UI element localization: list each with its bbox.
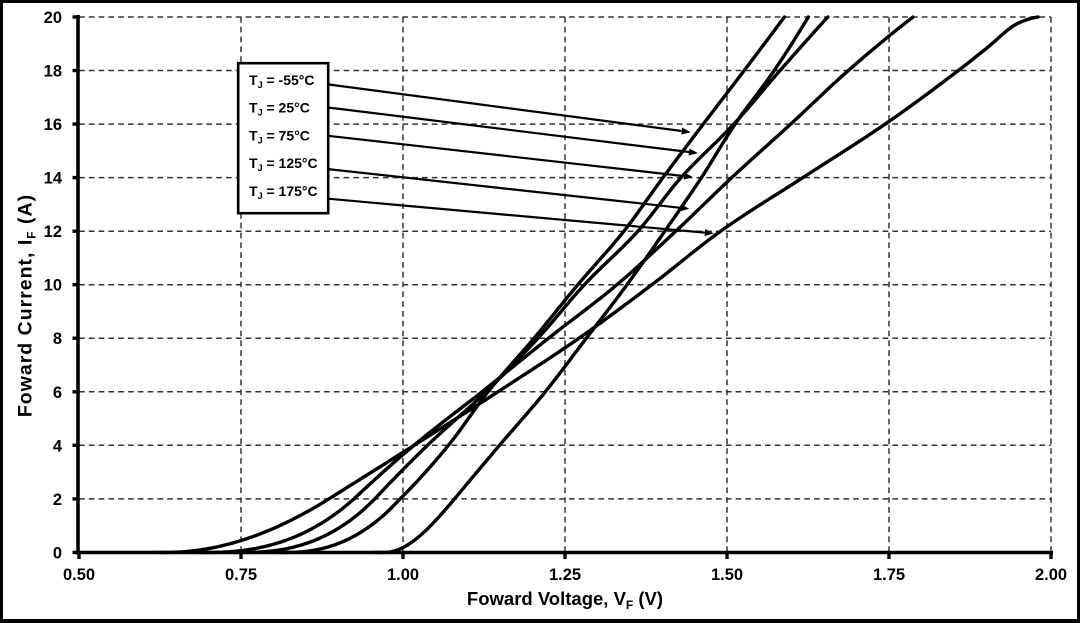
svg-text:18: 18 [44,63,62,81]
svg-text:10: 10 [44,277,62,295]
svg-text:0.75: 0.75 [225,566,257,584]
svg-text:20: 20 [44,9,62,27]
svg-text:TJ = 75°C: TJ = 75°C [249,127,310,145]
svg-text:8: 8 [53,330,62,348]
svg-text:TJ = 175°C: TJ = 175°C [249,183,318,201]
svg-text:2: 2 [53,491,62,509]
svg-text:12: 12 [44,223,62,241]
svg-text:0.50: 0.50 [63,566,95,584]
svg-text:Foward Current, IF (A): Foward Current, IF (A) [15,194,39,417]
svg-text:14: 14 [44,170,63,188]
svg-text:1.25: 1.25 [549,566,581,584]
svg-text:1.75: 1.75 [873,566,905,584]
svg-text:6: 6 [53,384,62,402]
svg-text:TJ = 25°C: TJ = 25°C [249,100,310,118]
svg-text:2.00: 2.00 [1035,566,1067,584]
svg-text:TJ = -55°C: TJ = -55°C [249,72,314,90]
svg-text:TJ = 125°C: TJ = 125°C [249,155,318,173]
svg-text:1.50: 1.50 [711,566,743,584]
svg-text:16: 16 [44,116,62,134]
svg-text:0: 0 [53,544,62,562]
svg-text:4: 4 [53,437,63,455]
svg-text:Foward Voltage, VF (V): Foward Voltage, VF (V) [467,588,663,612]
svg-text:1.00: 1.00 [387,566,419,584]
